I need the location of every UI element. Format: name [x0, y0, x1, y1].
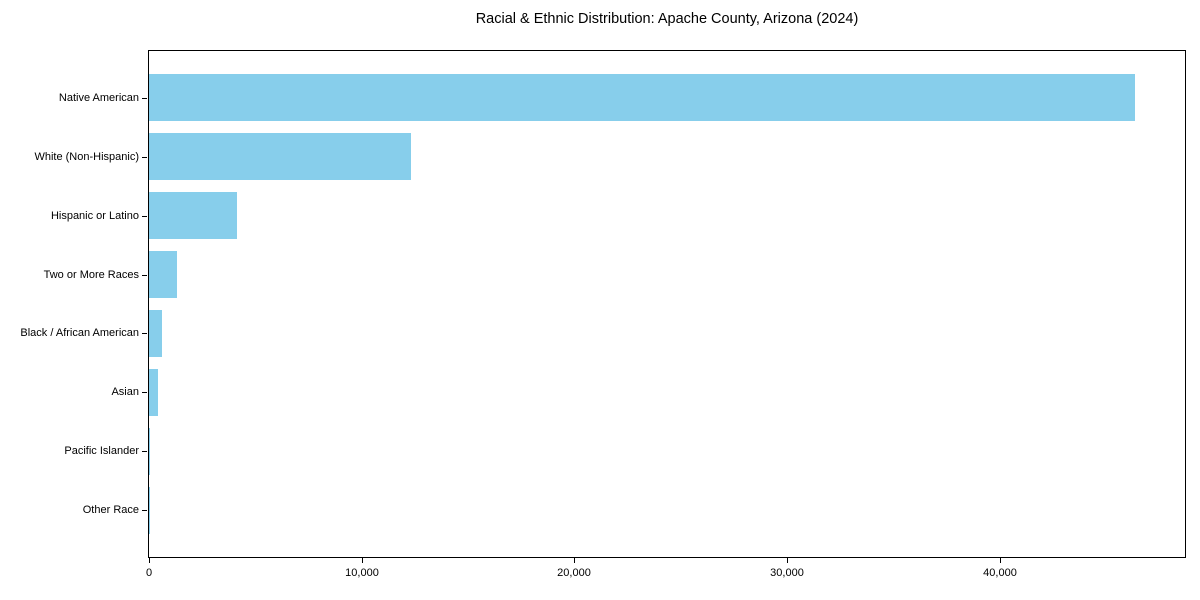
x-tick-mark [787, 558, 788, 563]
y-tick-label-native-american: Native American [58, 92, 139, 104]
y-tick-mark [142, 157, 147, 158]
bar-other-race [149, 486, 150, 534]
bar-hispanic-or-latino [149, 191, 238, 240]
y-tick-mark [142, 392, 147, 393]
x-tick-mark [1000, 558, 1001, 563]
y-tick-label-black-african-american: Black / African American [20, 327, 139, 339]
y-tick-mark [142, 275, 147, 276]
x-tick-mark [149, 558, 150, 563]
y-tick-mark [142, 98, 147, 99]
bar-native-american [149, 74, 1135, 122]
y-tick-mark [142, 333, 147, 334]
x-tick-label-40,000: 40,000 [983, 567, 1017, 579]
chart-title: Racial & Ethnic Distribution: Apache Cou… [475, 11, 859, 27]
y-tick-label-two-or-more-races: Two or More Races [43, 269, 139, 281]
plot-area [148, 50, 1186, 558]
bar-two-or-more-races [149, 250, 178, 299]
y-tick-mark [142, 451, 147, 452]
x-tick-mark [574, 558, 575, 563]
y-tick-mark [142, 510, 147, 511]
bar-asian [149, 368, 159, 417]
y-tick-label-pacific-islander: Pacific Islander [64, 445, 139, 457]
x-tick-mark [362, 558, 363, 563]
y-tick-label-white-non-hispanic: White (Non-Hispanic) [34, 151, 139, 163]
bar-black-african-american [149, 309, 163, 358]
x-tick-label-30,000: 30,000 [770, 567, 804, 579]
bar-pacific-islander [149, 427, 151, 476]
y-tick-label-asian: Asian [111, 386, 139, 398]
y-tick-label-other-race: Other Race [82, 504, 139, 516]
x-tick-label-0: 0 [145, 567, 153, 579]
bar-white-non-hispanic [149, 132, 412, 181]
x-tick-label-20,000: 20,000 [557, 567, 591, 579]
x-tick-label-10,000: 10,000 [345, 567, 379, 579]
y-tick-label-hispanic-or-latino: Hispanic or Latino [50, 210, 139, 222]
y-tick-mark [142, 216, 147, 217]
